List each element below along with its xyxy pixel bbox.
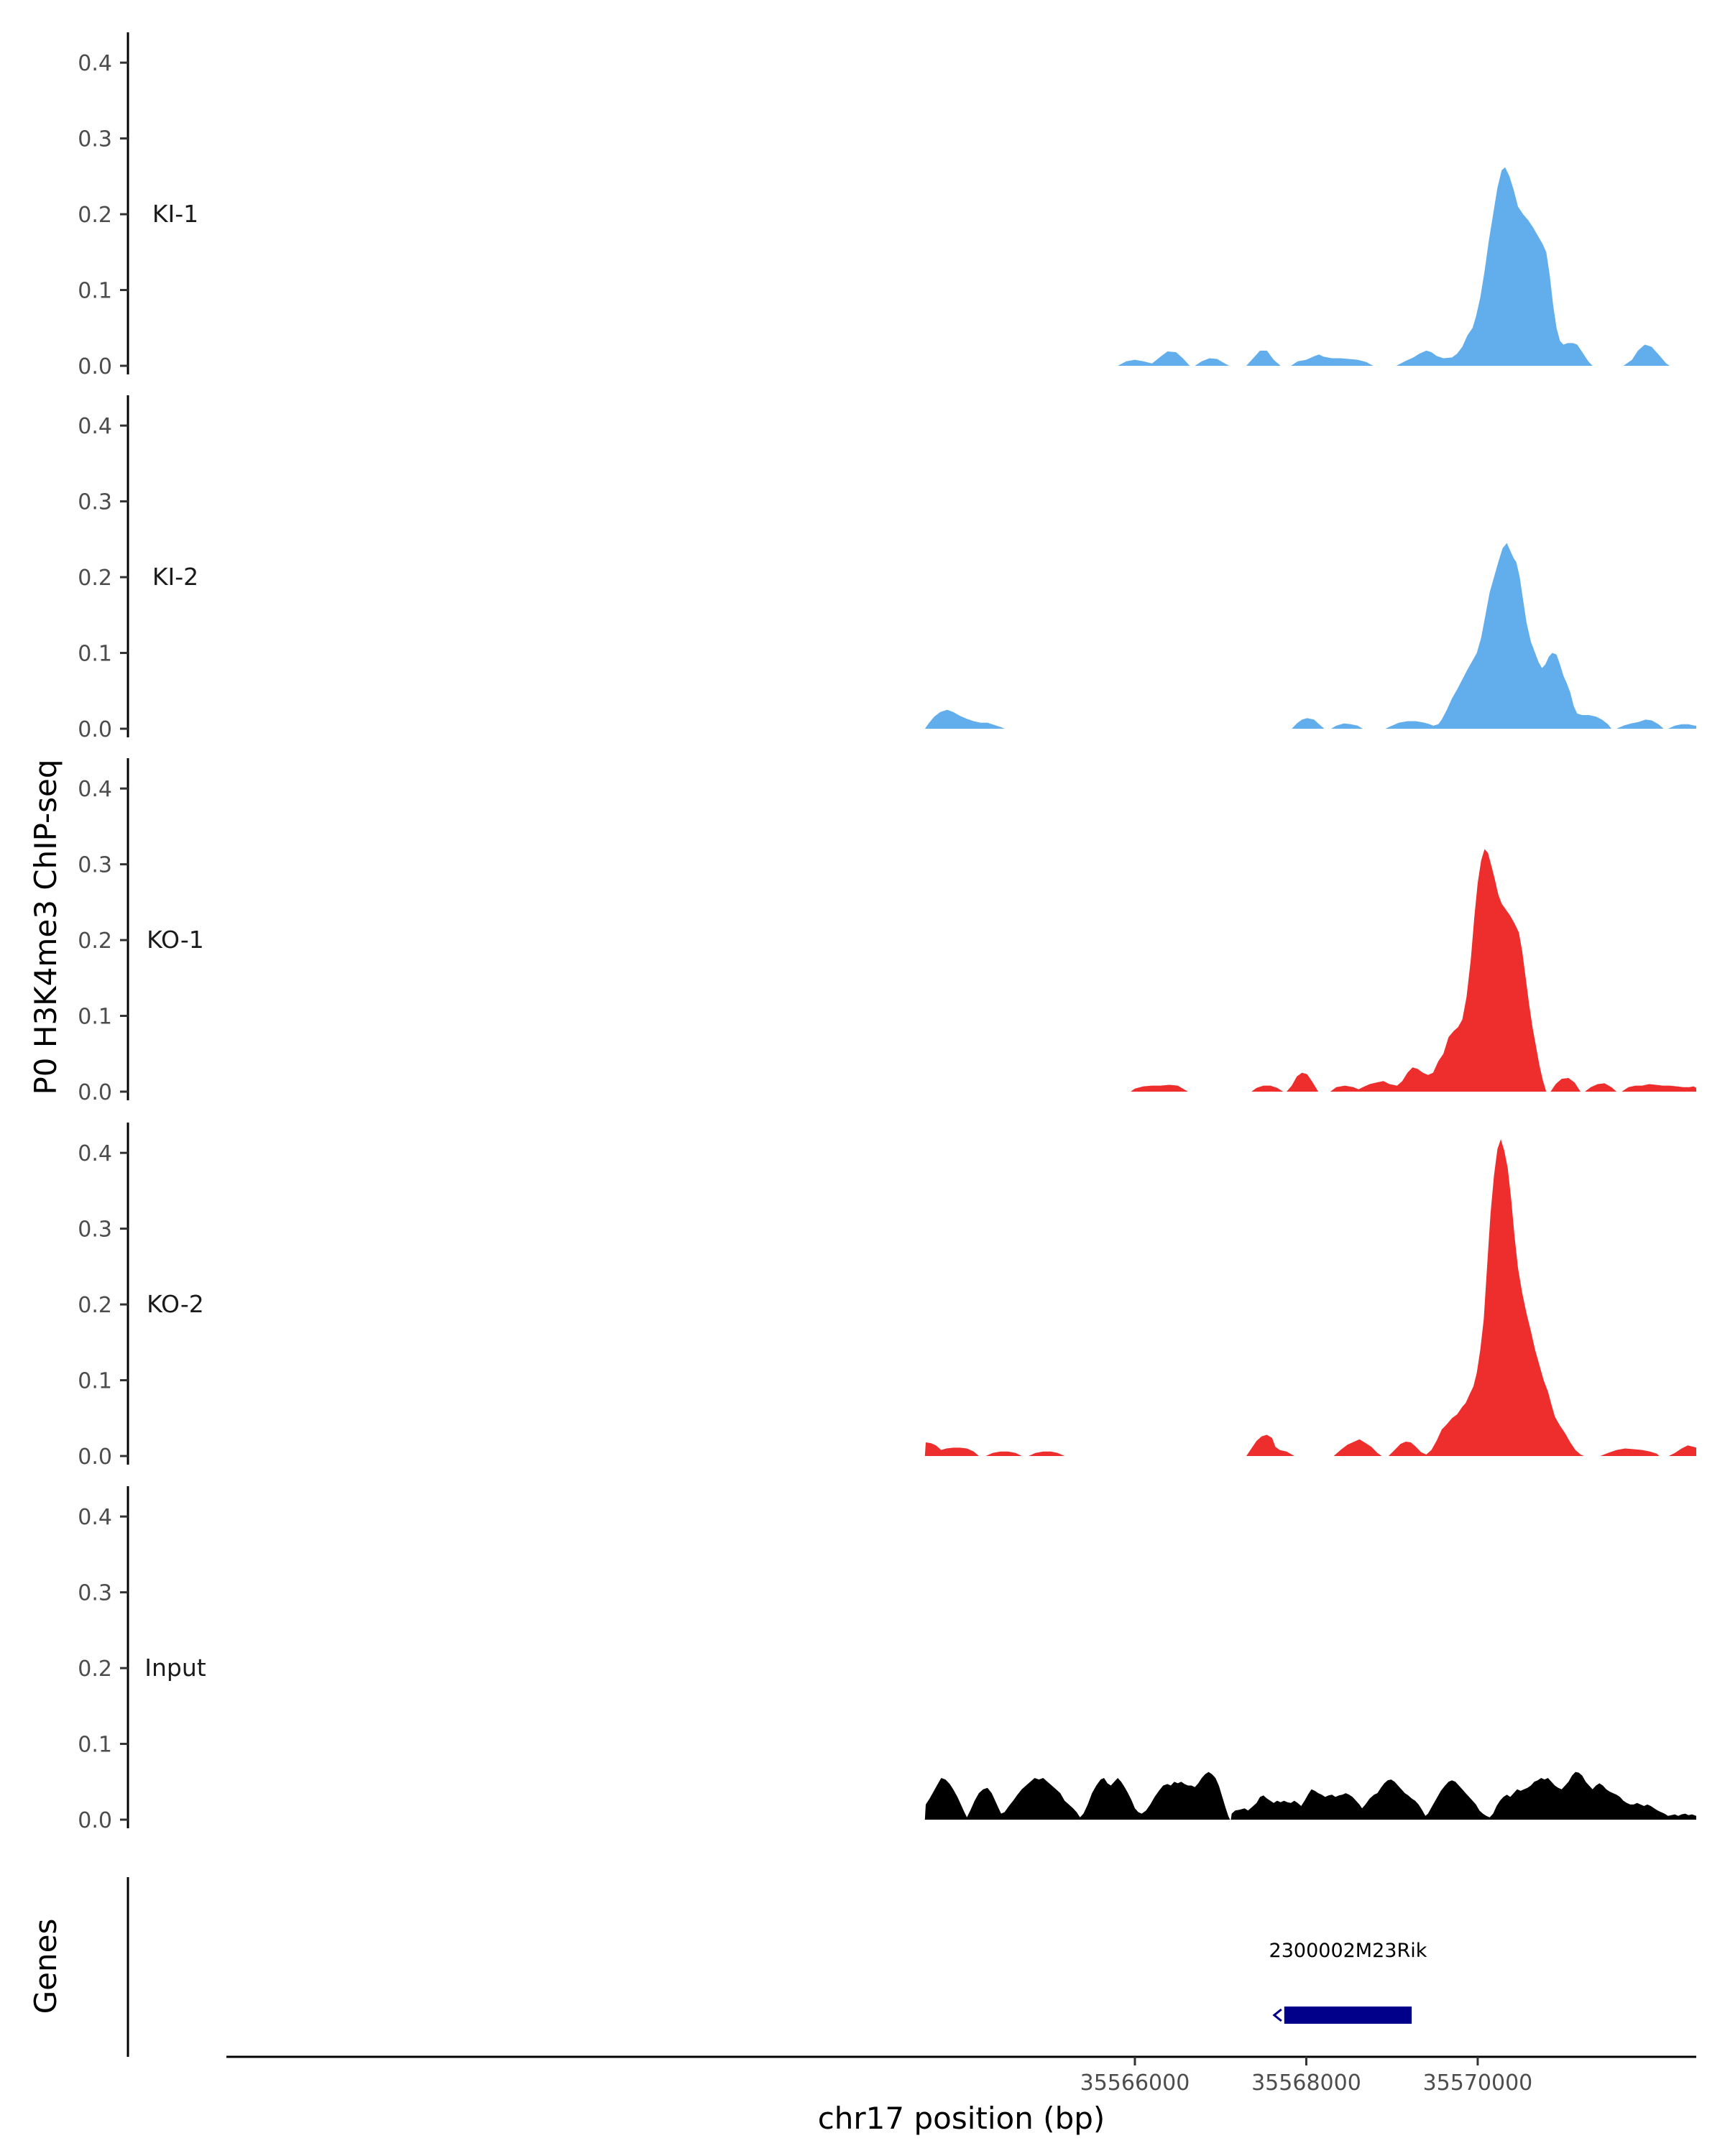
gene-label: 2300002M23Rik	[1269, 1940, 1427, 1962]
gene-track: Genes 2300002M23Rik	[28, 1877, 1427, 2057]
signal-area	[1230, 1772, 1696, 1820]
track-label: KI-2	[152, 563, 198, 591]
y-tick-label: 0.0	[78, 717, 112, 742]
signal-area	[1292, 718, 1325, 729]
x-axis-title: chr17 position (bp)	[818, 2101, 1105, 2136]
strand-arrow	[1327, 2007, 1335, 2023]
y-tick-label: 0.4	[78, 777, 112, 802]
signal-area	[1333, 1439, 1382, 1456]
signal-area	[1388, 1139, 1584, 1456]
strand-arrow	[1297, 2007, 1305, 2023]
y-tick-label: 0.1	[78, 642, 112, 667]
signal-area	[1029, 1451, 1065, 1456]
y-tick-label: 0.0	[78, 354, 112, 379]
signal-area	[1585, 1083, 1617, 1092]
signal-area	[1331, 723, 1363, 729]
y-tick-label: 0.4	[78, 51, 112, 76]
y-tick-label: 0.1	[78, 1733, 112, 1758]
signal-area	[1118, 351, 1190, 366]
y-tick-label: 0.3	[78, 127, 112, 152]
signal-area	[1246, 350, 1281, 366]
y-tick-label: 0.2	[78, 1657, 112, 1682]
signal-area	[1600, 1448, 1660, 1456]
y-tick-label: 0.3	[78, 853, 112, 878]
signal-area	[1246, 1434, 1294, 1456]
y-tick-label: 0.3	[78, 490, 112, 515]
y-tick-label: 0.2	[78, 203, 112, 228]
y-tick-label: 0.1	[78, 279, 112, 304]
signal-area	[924, 1442, 979, 1456]
signal-tracks: 0.00.10.20.30.4KI-10.00.10.20.30.4KI-20.…	[78, 32, 1696, 1833]
y-tick-label: 0.4	[78, 1141, 112, 1166]
signal-area	[1623, 344, 1670, 366]
track-ko-2: 0.0 0.1 0.2 0.3 0.4 KO-2	[78, 1123, 1696, 1470]
track-label: Input	[144, 1654, 206, 1682]
strand-arrow	[1387, 2007, 1396, 2023]
y-tick-label: 0.0	[78, 1445, 112, 1470]
x-tick-label: 35568000	[1251, 2070, 1361, 2096]
y-tick-label: 0.3	[78, 1217, 112, 1243]
signal-area	[1287, 1072, 1319, 1092]
y-tick-label: 0.2	[78, 929, 112, 954]
y-tick-label: 0.1	[78, 1369, 112, 1394]
y-tick-label: 0.2	[78, 566, 112, 591]
gene-2300002m23rik: 2300002M23Rik	[1269, 1940, 1427, 2024]
genes-axis-title: Genes	[28, 1919, 63, 2014]
strand-arrow	[1272, 2008, 1282, 2022]
signal-area	[1291, 354, 1374, 366]
x-axis: chr17 position (bp) 35566000 35568000 3557…	[226, 2055, 1696, 2136]
strand-arrow	[1357, 2007, 1366, 2023]
y-tick-label: 0.4	[78, 414, 112, 439]
signal-area	[924, 1772, 1230, 1820]
track-label: KO-1	[147, 926, 204, 954]
signal-area	[1330, 849, 1547, 1092]
y-tick-label: 0.1	[78, 1005, 112, 1030]
signal-area	[1550, 1078, 1581, 1092]
y-tick-label: 0.0	[78, 1808, 112, 1833]
y-tick-label: 0.0	[78, 1080, 112, 1105]
signal-area	[1131, 1084, 1188, 1092]
signal-area	[1396, 167, 1593, 366]
x-tick-label: 35566000	[1080, 2070, 1190, 2096]
signal-area	[1668, 724, 1696, 729]
y-tick-label: 0.2	[78, 1293, 112, 1318]
track-ki-1: 0.0 0.1 0.2 0.3 0.4 KI-1	[78, 32, 1670, 379]
track-label: KI-1	[152, 200, 198, 228]
track-ki-2: 0.0 0.1 0.2 0.3 0.4 KI-2	[78, 395, 1696, 742]
y-tick-label: 0.4	[78, 1505, 112, 1530]
signal-area	[1616, 719, 1664, 729]
signal-area	[1622, 1084, 1696, 1092]
track-input: 0.0 0.1 0.2 0.3 0.4 Input	[78, 1486, 1696, 1833]
track-ko-1: 0.0 0.1 0.2 0.3 0.4 KO-1	[78, 758, 1696, 1105]
signal-area	[985, 1451, 1022, 1456]
y-axis-title: P0 H3K4me3 ChIP-seq	[28, 759, 63, 1095]
signal-area	[1251, 1085, 1284, 1092]
signal-area	[924, 709, 1005, 729]
signal-area	[1385, 543, 1611, 729]
x-tick-label: 35570000	[1423, 2070, 1533, 2096]
y-tick-label: 0.3	[78, 1581, 112, 1606]
signal-area	[1195, 358, 1230, 366]
signal-area	[1668, 1445, 1696, 1456]
track-label: KO-2	[147, 1290, 204, 1318]
